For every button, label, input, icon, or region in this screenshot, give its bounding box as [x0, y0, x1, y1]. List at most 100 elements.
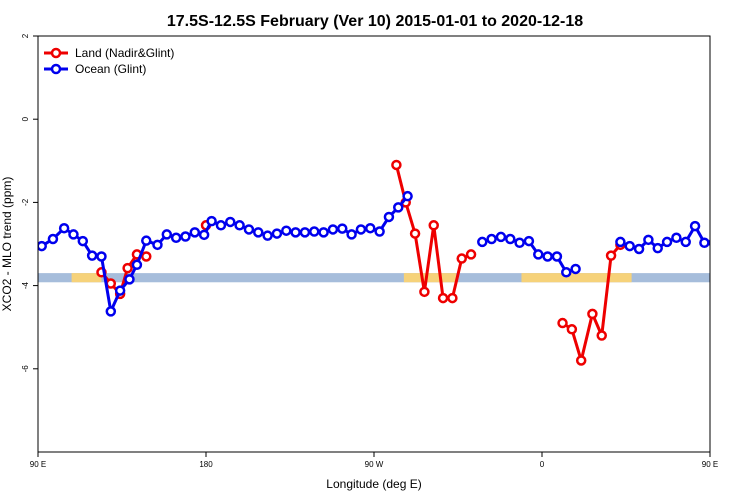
y-tick-label-2: -2: [21, 198, 30, 206]
land-band-segment-2: [521, 273, 632, 283]
land-band-segment-1: [403, 273, 457, 283]
series-1-point-0-8: [114, 285, 126, 296]
series-1-point-2-8: [689, 220, 701, 232]
series-1-point-0-1: [47, 233, 59, 245]
series-0-point-2-2: [409, 228, 421, 239]
series-1-point-0-36: [374, 226, 385, 237]
series-0-point-0-3: [122, 262, 133, 274]
series-0-point-2-3: [419, 286, 430, 298]
series-1-point-0-16: [189, 227, 201, 238]
series-1-point-0-19: [215, 220, 227, 231]
legend-land-marker: [50, 47, 62, 59]
series-1-point-0-31: [327, 224, 339, 235]
series-1-point-0-39: [402, 190, 413, 202]
series-0-point-2-8: [465, 249, 477, 260]
x-axis-label: Longitude (deg E): [326, 477, 421, 491]
series-1-point-0-0: [38, 240, 47, 252]
series-1-point-1-4: [514, 237, 525, 249]
series-1-point-2-2: [633, 243, 645, 255]
series-1-point-0-26: [281, 225, 292, 236]
series-0-point-2-5: [437, 292, 449, 304]
series-1-point-0-5: [86, 250, 98, 261]
series-1-point-0-30: [318, 227, 329, 238]
x-tick-label-1: 180: [199, 460, 213, 469]
y-tick-label-3: 0: [21, 116, 30, 121]
series-1-point-0-27: [290, 227, 301, 238]
series-1-point-1-6: [533, 249, 544, 260]
series-1-point-1-7: [542, 251, 553, 262]
legend-item-ocean: Ocean (Glint): [44, 62, 146, 76]
legend-ocean-label: Ocean (Glint): [75, 62, 146, 76]
series-1-point-0-28: [299, 227, 311, 238]
series-1-point-0-7: [105, 306, 117, 317]
land-band-segment-0: [71, 273, 102, 283]
series-layer: [38, 159, 710, 366]
series-1-point-0-4: [77, 235, 89, 247]
series-1-point-0-14: [170, 232, 182, 244]
series-1-point-2-6: [671, 232, 682, 244]
series-1-point-1-10: [570, 263, 581, 275]
series-1-point-1-3: [505, 233, 516, 245]
legend-land-label: Land (Nadir&Glint): [75, 46, 174, 60]
series-1-point-0-25: [271, 228, 283, 239]
series-0-point-3-1: [566, 324, 578, 335]
series-1-point-0-29: [309, 226, 320, 237]
series-0-point-2-0: [391, 159, 402, 171]
series-0-point-3-3: [587, 308, 598, 320]
chart-title: 17.5S-12.5S February (Ver 10) 2015-01-01…: [167, 13, 583, 30]
series-1-point-0-23: [253, 227, 264, 238]
legend-item-land: Land (Nadir&Glint): [44, 46, 174, 60]
series-1-point-0-21: [234, 220, 245, 231]
series-1-point-0-22: [243, 224, 255, 235]
series-1-point-2-1: [624, 240, 635, 252]
series-1-point-0-37: [383, 211, 395, 223]
series-0-point-2-4: [428, 220, 439, 231]
series-1-point-0-34: [355, 224, 367, 235]
series-0-point-3-4: [596, 330, 607, 341]
series-1-point-0-35: [365, 222, 376, 234]
series-0-point-3-5: [605, 250, 617, 261]
y-axis-label: XCO2 - MLO trend (ppm): [0, 177, 14, 312]
series-1-point-1-5: [523, 235, 535, 247]
x-axis: 90 E 180 90 W 0 90 E: [30, 452, 718, 469]
series-1-point-1-1: [486, 233, 497, 245]
series-1-point-0-33: [346, 229, 357, 240]
series-1-point-0-17: [198, 229, 210, 241]
x-tick-label-4: 90 E: [702, 460, 718, 469]
series-0-point-3-0: [557, 317, 568, 329]
series-0-point-0-5: [141, 251, 152, 262]
series-1-point-0-2: [58, 222, 70, 234]
series-1-point-0-3: [68, 229, 79, 240]
series-1-point-0-9: [124, 274, 135, 285]
surface-band: [38, 273, 710, 283]
series-0-point-2-6: [447, 292, 458, 304]
y-tick-label-4: 2: [21, 33, 30, 38]
series-1-point-2-3: [643, 234, 654, 246]
series-1-point-0-38: [393, 202, 404, 213]
series-1-point-0-32: [337, 223, 348, 234]
series-1-point-0-20: [225, 216, 236, 228]
series-1-point-2-9: [699, 237, 710, 249]
y-tick-label-0: -6: [21, 365, 30, 373]
series-0-point-2-7: [456, 253, 467, 264]
x-tick-label-3: 0: [540, 460, 545, 469]
ocean-band: [38, 273, 710, 283]
series-1-point-0-24: [262, 230, 273, 241]
series-1-point-0-13: [161, 229, 173, 240]
series-1-point-1-2: [495, 231, 507, 243]
series-1-point-2-0: [615, 236, 626, 248]
y-tick-label-1: -4: [21, 281, 30, 289]
legend-ocean-marker: [50, 63, 62, 75]
series-1-point-2-5: [661, 236, 673, 248]
series-1-point-0-18: [206, 215, 217, 227]
series-1: [38, 190, 710, 317]
series-1-point-0-11: [141, 235, 152, 246]
series-1-point-0-6: [96, 251, 107, 262]
series-1-point-0-15: [180, 231, 191, 242]
legend: Land (Nadir&Glint) Ocean (Glint): [44, 46, 174, 76]
y-axis: -6 -4 -2 0 2: [21, 33, 38, 372]
series-1-point-2-7: [680, 236, 691, 248]
series-1-point-1-8: [551, 251, 563, 262]
series-1-point-1-0: [477, 236, 488, 248]
